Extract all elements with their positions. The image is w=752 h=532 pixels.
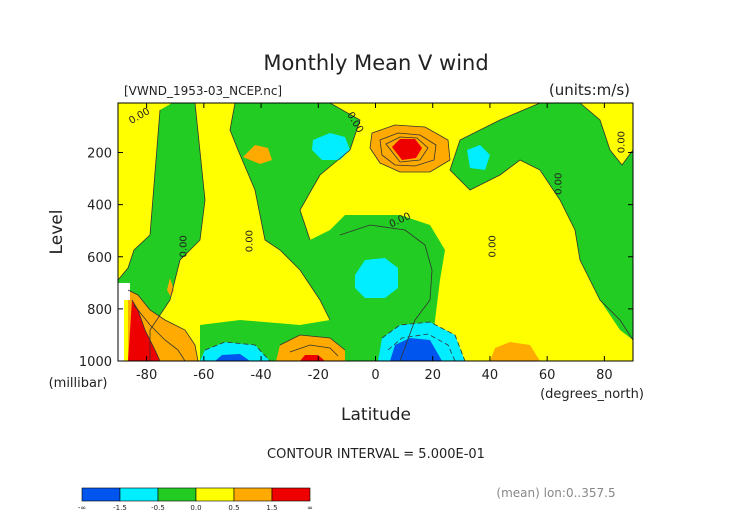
colorbar-label: -1.5 [113,504,127,512]
y-axis: 200 400 600 800 1000 [79,147,633,370]
red-region-south-pole [128,300,160,361]
x-tick-label: 0 [371,368,379,383]
yellow-region-central [300,103,633,361]
contour-interval: CONTOUR INTERVAL = 5.000E-01 [267,447,485,462]
x-tick-label: -40 [250,368,271,383]
y-tick-label: 200 [87,147,112,162]
colorbar: -∞ -1.5 -0.5 0.0 0.5 1.5 ∞ [78,487,313,512]
orange-region-southern-low [276,335,345,361]
contour-label: 0.00 [244,230,255,252]
x-tick-label: 80 [596,368,613,383]
colorbar-swatch [157,487,197,502]
green-pocket-right [600,270,633,340]
orange-blob-right [490,342,540,361]
x-axis: -80 -60 -40 -20 0 20 40 60 80 [136,103,613,383]
blue-region-southern-low [215,354,250,361]
x-tick-label: -80 [136,368,157,383]
contour-label: 0.00 [488,235,499,257]
colorbar-label: -0.5 [151,504,165,512]
colorbar-label: 1.5 [266,504,277,512]
contour-lines [118,103,633,361]
plot-area [118,103,633,361]
colorbar-label: -∞ [78,504,86,512]
y-tick-label: 1000 [79,355,112,370]
cyan-region-upper-right [467,145,490,170]
x-tick-label: 20 [424,368,441,383]
yellow-region-right [580,103,633,165]
cyan-region-southern-low [200,342,270,361]
blue-region-tropical-low [390,338,442,361]
negative-contours [204,321,466,361]
red-region-upper [392,139,422,160]
units-label: (units:m/s) [549,81,630,99]
colorbar-label: 0.5 [228,504,239,512]
colorbar-swatch [81,487,121,502]
x-tick-label: 40 [482,368,499,383]
file-label: [VWND_1953-03_NCEP.nc] [124,84,282,98]
footnote: (mean) lon:0..357.5 [496,486,615,500]
orange-blob-200 [243,145,272,164]
cyan-region-mid [355,258,398,298]
y-tick-label: 400 [87,199,112,214]
y-axis-label: Level [47,210,67,255]
contour-label: 0.00 [179,235,190,257]
y-tick-label: 800 [87,303,112,318]
yellow-region-left [118,103,172,280]
colorbar-label: 0.0 [190,504,201,512]
colorbar-swatch [195,487,235,502]
x-tick-label: -20 [308,368,329,383]
y-axis-units: (millibar) [49,376,108,391]
cyan-region-upper-left [312,133,350,160]
missing-data-patch [118,283,130,361]
colorbar-swatch [233,487,273,502]
chart-title: Monthly Mean V wind [263,51,488,75]
x-tick-label: 60 [539,368,556,383]
x-axis-units: (degrees_north) [540,387,644,402]
colorbar-swatch [119,487,159,502]
colorbar-label: ∞ [307,504,313,512]
x-axis-label: Latitude [341,405,411,425]
colorbar-swatch [271,487,311,502]
yellow-region-southern [150,103,330,361]
x-tick-label: -60 [193,368,214,383]
y-tick-label: 600 [87,251,112,266]
contour-label: 0.00 [616,131,627,153]
contour-label: 0.00 [553,173,564,195]
